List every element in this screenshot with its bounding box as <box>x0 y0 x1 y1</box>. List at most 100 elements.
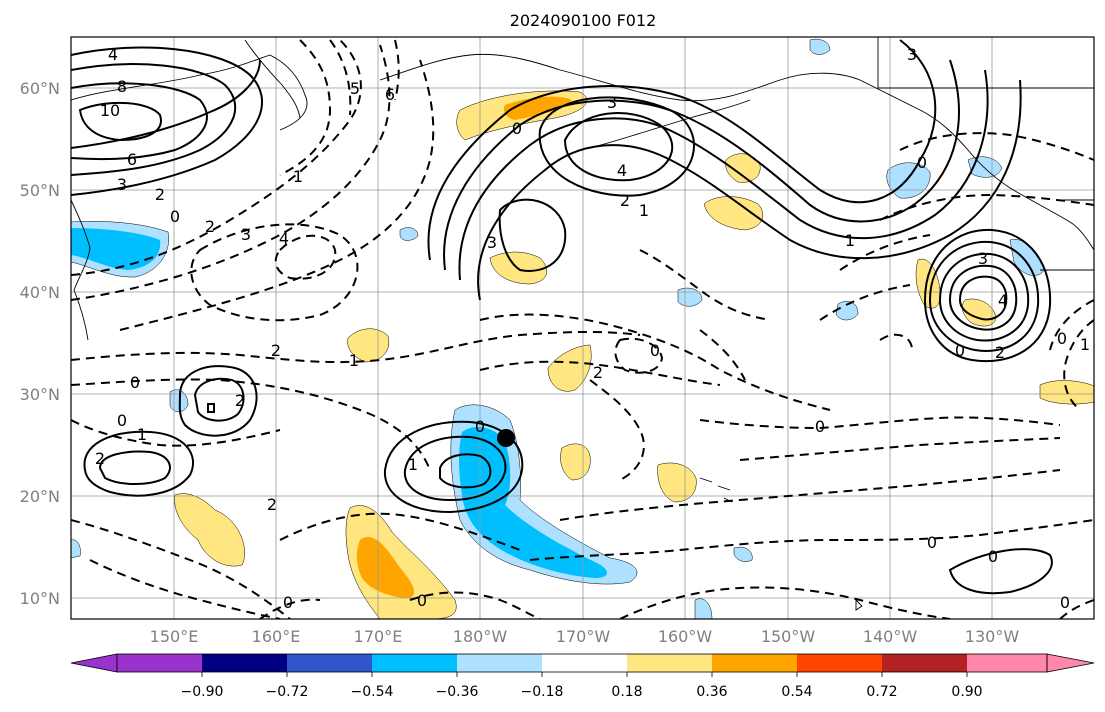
contour-label: 0 <box>927 533 937 552</box>
negative-anomaly-patch <box>399 227 419 241</box>
contour-label: 6 <box>127 150 137 169</box>
lon-label: 150°W <box>761 627 816 646</box>
contour-label: 0 <box>815 417 825 436</box>
colorbar-segment <box>627 654 712 672</box>
positive-anomaly-patch <box>657 462 697 503</box>
lat-label: 10°N <box>20 589 60 608</box>
contour-label: 0 <box>1060 593 1070 612</box>
colorbar-tick-label: −0.36 <box>436 684 479 700</box>
colorbar: −0.90 −0.72 −0.54 −0.36 −0.18 0.18 0.36 … <box>70 653 1095 700</box>
colorbar-tick-label: 0.72 <box>866 684 897 700</box>
contour-label: 1 <box>137 425 147 444</box>
contour-label: 3 <box>117 175 127 194</box>
negative-anomaly-patch <box>677 287 703 307</box>
contour-label: 0 <box>955 341 965 360</box>
positive-anomaly-patch <box>547 344 592 392</box>
contour-label: 3 <box>487 233 497 252</box>
contour-label: 0 <box>130 373 140 392</box>
contour-label: 4 <box>998 291 1008 310</box>
negative-anomaly-patch <box>694 598 713 619</box>
contour-label: 1 <box>293 167 303 186</box>
contour-label: 2 <box>995 343 1005 362</box>
contour-label: 1 <box>1080 335 1090 354</box>
colorbar-tick-label: −0.18 <box>521 684 564 700</box>
colorbar-segment <box>542 654 627 672</box>
colorbar-tick-label: −0.72 <box>266 684 309 700</box>
colorbar-segment <box>372 654 457 672</box>
storm-center-marker <box>497 429 515 447</box>
positive-anomaly-patch <box>347 328 390 363</box>
lon-label: 170°E <box>354 627 403 646</box>
positive-anomaly-patch <box>345 505 457 619</box>
map-frame <box>70 36 1095 620</box>
colorbar-segment <box>457 654 542 672</box>
negative-anomaly-patch <box>71 539 81 559</box>
colorbar-tick-label: −0.54 <box>351 684 394 700</box>
contour-label: 0 <box>1057 329 1067 348</box>
contour-label: 2 <box>235 391 245 410</box>
map-title: 2024090100 F012 <box>510 11 657 30</box>
lon-label: 160°W <box>658 627 713 646</box>
colorbar-segment <box>117 654 202 672</box>
contour-label: 1 <box>639 201 649 220</box>
contour-label: 3 <box>607 93 617 112</box>
lon-label: 180°W <box>453 627 508 646</box>
colorbar-segment <box>712 654 797 672</box>
lat-label: 20°N <box>20 487 60 506</box>
shading-layer <box>71 38 1094 619</box>
negative-anomaly-patch <box>835 301 859 321</box>
colorbar-extend-low <box>70 653 118 673</box>
colorbar-tick-label: −0.90 <box>181 684 224 700</box>
map-panel: 4 8 10 6 3 2 0 2 3 4 5 6 1 0 3 4 3 2 1 3… <box>71 37 1094 619</box>
colorbar-tick-label: 0.54 <box>781 684 812 700</box>
colorbar-extend-high <box>1046 653 1095 673</box>
contour-label: 8 <box>117 77 127 96</box>
contour-label: 0 <box>512 119 522 138</box>
positive-anomaly-patch <box>503 96 572 120</box>
lon-label: 150°E <box>150 627 199 646</box>
lon-label: 160°E <box>252 627 301 646</box>
lat-label: 60°N <box>20 79 60 98</box>
contour-label: 2 <box>271 341 281 360</box>
lon-label: 140°W <box>863 627 918 646</box>
positive-anomaly-patch <box>174 493 245 567</box>
contour-label: 3 <box>241 225 251 244</box>
colorbar-tick-label: 0.90 <box>951 684 982 700</box>
lon-axis: 150°E 160°E 170°E 180°W 170°W 160°W 150°… <box>150 627 1020 646</box>
negative-anomaly-patch <box>809 38 831 55</box>
contour-label: 1 <box>349 351 359 370</box>
contour-label: 10 <box>100 101 120 120</box>
contour-label: 2 <box>593 363 603 382</box>
contour-label: 5 <box>350 79 360 98</box>
coastlines <box>71 37 1094 611</box>
contour-label: 3 <box>978 249 988 268</box>
contour-label: 0 <box>417 591 427 610</box>
contour-label: 2 <box>620 191 630 210</box>
contour-label: 0 <box>917 153 927 172</box>
contour-label: 3 <box>907 45 917 64</box>
contour-label: 2 <box>205 217 215 236</box>
solid-contours <box>71 39 1053 595</box>
contour-label: 1 <box>408 455 418 474</box>
contour-label: 4 <box>108 45 118 64</box>
positive-anomaly-patch <box>356 536 415 598</box>
colorbar-tick-label: 0.18 <box>611 684 642 700</box>
colorbar-tick-label: 0.36 <box>696 684 727 700</box>
contour-label: 0 <box>475 417 485 436</box>
dashed-contours <box>71 39 1094 619</box>
contour-label: 0 <box>117 411 127 430</box>
contour-labels: 4 8 10 6 3 2 0 2 3 4 5 6 1 0 3 4 3 2 1 3… <box>95 45 1090 612</box>
negative-anomaly-patch <box>71 228 161 270</box>
negative-anomaly-patch <box>733 546 753 562</box>
contour-label: 0 <box>283 593 293 612</box>
lat-label: 50°N <box>20 181 60 200</box>
contour-label: 6 <box>385 85 395 104</box>
colorbar-segment <box>797 654 882 672</box>
colorbar-segment <box>202 654 287 672</box>
contour-label: 0 <box>650 341 660 360</box>
colorbar-segment <box>287 654 372 672</box>
lat-label: 30°N <box>20 385 60 404</box>
positive-anomaly-patch <box>725 153 761 183</box>
contour-label: 2 <box>155 185 165 204</box>
